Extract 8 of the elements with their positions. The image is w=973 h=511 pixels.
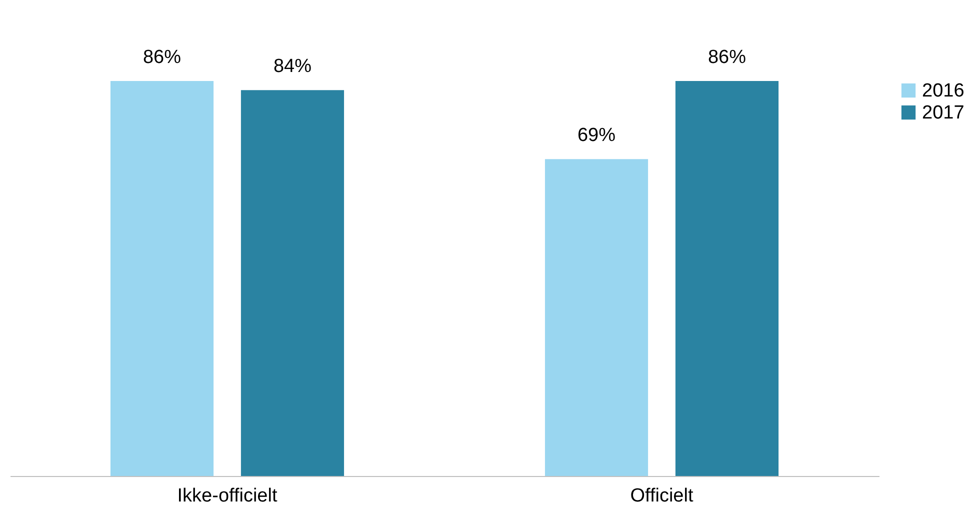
x-tick-label: Ikke-officielt	[177, 486, 278, 506]
x-tick-label: Officielt	[630, 486, 694, 506]
data-label: 84%	[273, 56, 312, 78]
data-label: 86%	[142, 47, 182, 68]
data-label: 69%	[577, 125, 616, 146]
legend-label: 2016	[922, 80, 964, 102]
data-label: 86%	[708, 47, 746, 68]
legend-label: 2017	[922, 102, 964, 124]
